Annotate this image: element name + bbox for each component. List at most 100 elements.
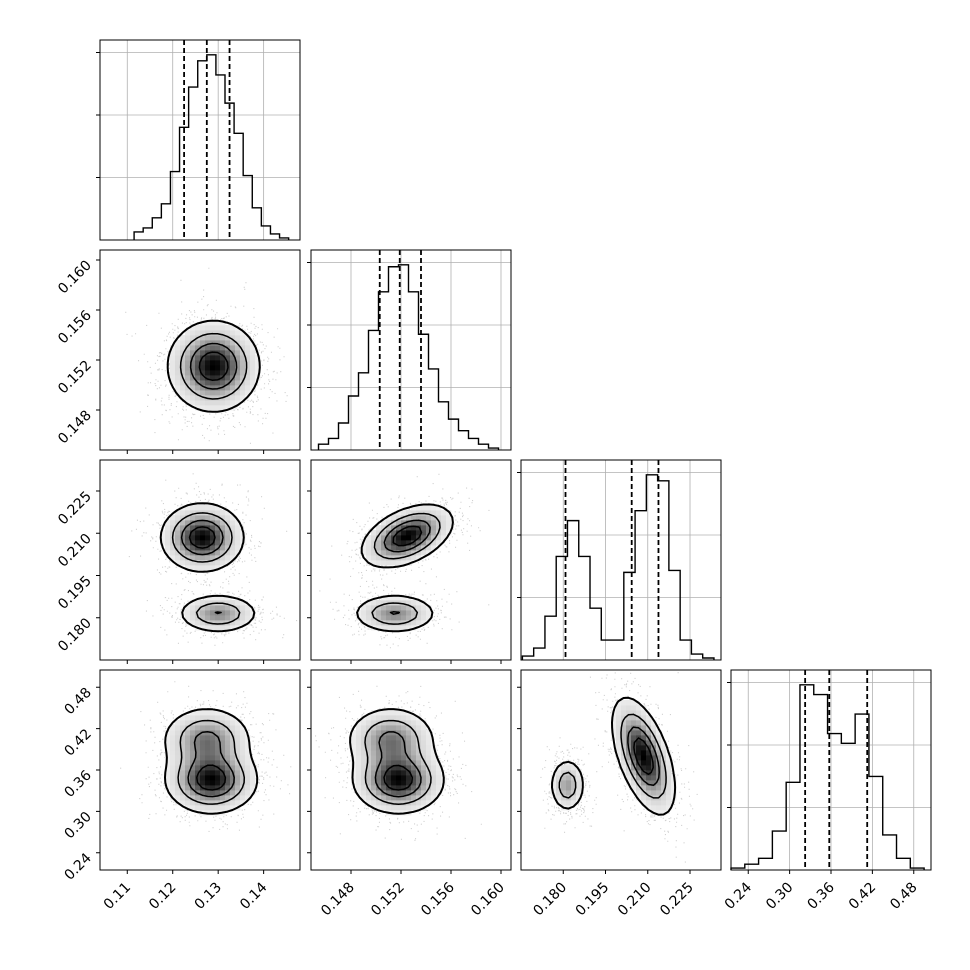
density-cell	[426, 775, 432, 781]
density-cell	[391, 610, 397, 616]
density-cell	[406, 610, 412, 616]
density-cell	[220, 510, 226, 516]
density-cell	[210, 515, 216, 521]
density-cell	[205, 625, 211, 631]
density-cell	[245, 745, 251, 751]
density-cell	[170, 545, 176, 551]
density-cell	[205, 605, 211, 611]
density-cell	[235, 610, 241, 616]
density-cell	[656, 730, 662, 736]
density-cell	[215, 730, 221, 736]
density-cell	[230, 750, 236, 756]
density-cell	[371, 780, 377, 786]
density-cell	[225, 515, 231, 521]
density-cell	[225, 550, 231, 556]
density-cell	[401, 615, 407, 621]
density-cell	[366, 755, 372, 761]
density-cell	[180, 510, 186, 516]
density-cell	[421, 605, 427, 611]
density-cell	[235, 340, 241, 346]
density-cell	[371, 790, 377, 796]
density-cell	[376, 535, 382, 541]
density-cell	[646, 740, 652, 746]
density-cell	[230, 530, 236, 536]
density-cell	[391, 750, 397, 756]
density-cell	[376, 735, 382, 741]
contour-line	[177, 719, 246, 805]
density-cell	[421, 755, 427, 761]
panel-frame	[310, 669, 512, 871]
density-cell	[386, 735, 392, 741]
contour-line	[164, 708, 259, 815]
density-cell	[616, 740, 622, 746]
density-cell	[416, 610, 422, 616]
density-cell	[215, 320, 221, 326]
density-cell	[220, 720, 226, 726]
density-cell	[636, 750, 642, 756]
density-cell	[190, 610, 196, 616]
density-cell	[351, 730, 357, 736]
density-cell	[230, 600, 236, 606]
density-cell	[406, 735, 412, 741]
density-cell	[190, 395, 196, 401]
density-cell	[185, 740, 191, 746]
density-cell	[175, 365, 181, 371]
density-cell	[180, 360, 186, 366]
density-cell	[180, 370, 186, 376]
density-cell	[165, 520, 171, 526]
density-cell	[361, 725, 367, 731]
density-cell	[411, 760, 417, 766]
density-cell	[195, 330, 201, 336]
density-cell	[401, 600, 407, 606]
density-cell	[421, 510, 427, 516]
density-cell	[401, 710, 407, 716]
density-cell	[376, 610, 382, 616]
density-cell	[661, 755, 667, 761]
density-cell	[571, 800, 577, 806]
density-cell	[621, 720, 627, 726]
density-cell	[641, 745, 647, 751]
density-cell	[436, 770, 442, 776]
density-cell	[190, 605, 196, 611]
density-cell	[185, 605, 191, 611]
density-cell	[215, 550, 221, 556]
density-cell	[411, 535, 417, 541]
density-cell	[406, 530, 412, 536]
density-cell	[426, 800, 432, 806]
density-cell	[200, 375, 206, 381]
density-cell	[371, 530, 377, 536]
density-cell	[386, 625, 392, 631]
density-cell	[230, 605, 236, 611]
density-cell	[651, 755, 657, 761]
scatter-points	[125, 267, 288, 444]
density-cell	[195, 375, 201, 381]
density-cell	[190, 505, 196, 511]
density-cell	[240, 330, 246, 336]
density-cell	[235, 355, 241, 361]
density-cell	[396, 625, 402, 631]
density-cell	[666, 805, 672, 811]
panel-frame	[99, 249, 301, 451]
density-cell	[215, 710, 221, 716]
density-cell	[396, 780, 402, 786]
density-cell	[636, 705, 642, 711]
density-cell	[436, 780, 442, 786]
density-cell	[160, 535, 166, 541]
density-cell	[175, 340, 181, 346]
density-cell	[441, 515, 447, 521]
density-cell	[421, 505, 427, 511]
density-cell	[386, 550, 392, 556]
density-cell	[240, 600, 246, 606]
density-cell	[215, 625, 221, 631]
density-cell	[170, 750, 176, 756]
density-cell	[656, 790, 662, 796]
density-cell	[391, 605, 397, 611]
density-cell	[376, 560, 382, 566]
density-cell	[641, 710, 647, 716]
density-cell	[200, 745, 206, 751]
panel-frame	[310, 459, 512, 661]
density-cell	[401, 610, 407, 616]
density-cell	[160, 540, 166, 546]
density-cell	[376, 775, 382, 781]
density-cell	[426, 780, 432, 786]
